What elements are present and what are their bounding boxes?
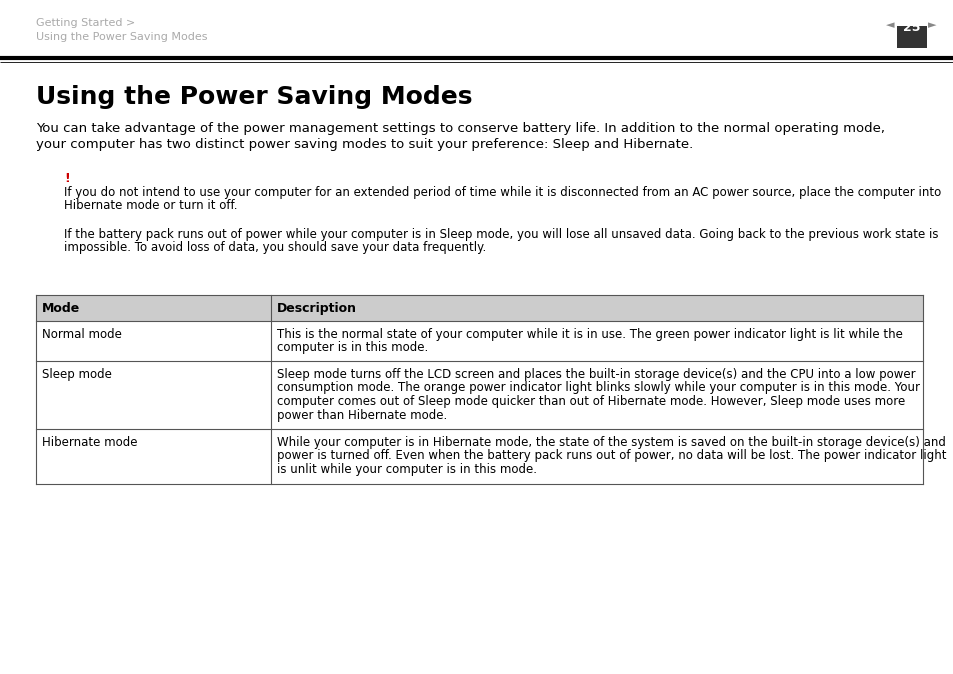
Text: If the battery pack runs out of power while your computer is in Sleep mode, you : If the battery pack runs out of power wh… xyxy=(64,228,938,241)
Text: Hibernate mode: Hibernate mode xyxy=(42,436,137,449)
Text: is unlit while your computer is in this mode.: is unlit while your computer is in this … xyxy=(277,463,537,476)
Text: !: ! xyxy=(64,172,70,185)
Text: Using the Power Saving Modes: Using the Power Saving Modes xyxy=(36,32,208,42)
Text: If you do not intend to use your computer for an extended period of time while i: If you do not intend to use your compute… xyxy=(64,186,941,199)
Text: You can take advantage of the power management settings to conserve battery life: You can take advantage of the power mana… xyxy=(36,122,884,135)
Text: This is the normal state of your computer while it is in use. The green power in: This is the normal state of your compute… xyxy=(277,328,902,341)
Bar xyxy=(896,26,926,48)
Bar xyxy=(36,321,923,361)
Text: power than Hibernate mode.: power than Hibernate mode. xyxy=(277,408,447,421)
Text: Getting Started >: Getting Started > xyxy=(36,18,135,28)
Text: impossible. To avoid loss of data, you should save your data frequently.: impossible. To avoid loss of data, you s… xyxy=(64,241,486,254)
Text: ►: ► xyxy=(927,20,936,30)
Text: 25: 25 xyxy=(902,21,920,34)
Text: Description: Description xyxy=(277,302,357,315)
Text: consumption mode. The orange power indicator light blinks slowly while your comp: consumption mode. The orange power indic… xyxy=(277,381,920,394)
Text: Using the Power Saving Modes: Using the Power Saving Modes xyxy=(36,85,473,109)
Text: computer comes out of Sleep mode quicker than out of Hibernate mode. However, Sl: computer comes out of Sleep mode quicker… xyxy=(277,395,904,408)
Text: Mode: Mode xyxy=(42,302,80,315)
Text: Sleep mode: Sleep mode xyxy=(42,368,112,381)
Text: computer is in this mode.: computer is in this mode. xyxy=(277,342,428,355)
Text: ◄: ◄ xyxy=(885,20,894,30)
Bar xyxy=(36,361,923,429)
Text: your computer has two distinct power saving modes to suit your preference: Sleep: your computer has two distinct power sav… xyxy=(36,138,693,151)
Bar xyxy=(36,295,923,321)
Text: Normal mode: Normal mode xyxy=(42,328,122,341)
Text: Sleep mode turns off the LCD screen and places the built-in storage device(s) an: Sleep mode turns off the LCD screen and … xyxy=(277,368,915,381)
Text: power is turned off. Even when the battery pack runs out of power, no data will : power is turned off. Even when the batte… xyxy=(277,450,946,462)
Bar xyxy=(36,429,923,484)
Text: While your computer is in Hibernate mode, the state of the system is saved on th: While your computer is in Hibernate mode… xyxy=(277,436,945,449)
Text: Hibernate mode or turn it off.: Hibernate mode or turn it off. xyxy=(64,199,237,212)
